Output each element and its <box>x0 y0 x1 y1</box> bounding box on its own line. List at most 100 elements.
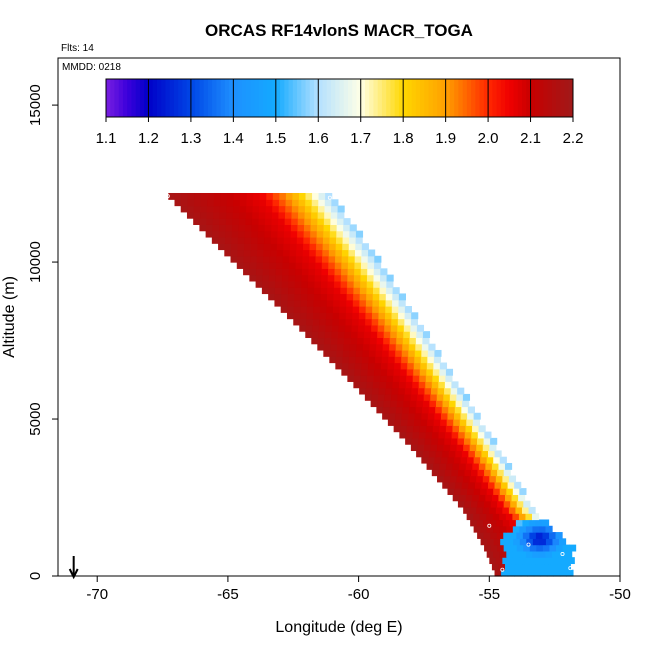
heatmap-cell <box>409 400 417 408</box>
heatmap-cell <box>354 368 362 376</box>
heatmap-cell <box>409 337 417 345</box>
heatmap-cell <box>332 312 340 320</box>
heatmap-cell <box>289 255 297 263</box>
heatmap-cell <box>532 513 540 521</box>
heatmap-cell <box>219 218 227 225</box>
heatmap-cell <box>378 299 387 307</box>
heatmap-cell <box>400 368 408 376</box>
heatmap-cell <box>321 274 329 282</box>
heatmap-cell <box>374 255 382 263</box>
heatmap-cell <box>317 205 326 213</box>
heatmap-cell <box>476 475 484 483</box>
heatmap-cell <box>515 519 524 527</box>
heatmap-cell <box>339 299 347 307</box>
heatmap-cell <box>309 243 317 251</box>
heatmap-cell <box>330 337 339 345</box>
heatmap-cell <box>339 318 347 326</box>
colorbar-swatch <box>301 79 307 117</box>
heatmap-cell <box>361 249 369 257</box>
flight-marker <box>327 195 332 200</box>
heatmap-cell <box>541 557 549 565</box>
heatmap-cell <box>498 563 506 571</box>
heatmap-cell <box>447 412 455 420</box>
colorbar-swatch <box>224 79 230 117</box>
heatmap-cell <box>270 230 279 238</box>
heatmap-cell <box>363 337 371 345</box>
heatmap-cell <box>361 255 369 263</box>
heatmap-cell <box>342 243 350 251</box>
heatmap-cell <box>333 293 341 301</box>
heatmap-cell <box>281 287 289 295</box>
heatmap-cell <box>432 431 440 439</box>
heatmap-cell <box>325 324 333 332</box>
heatmap-cell <box>320 293 328 301</box>
heatmap-cell <box>458 431 466 439</box>
colorbar-swatch <box>547 79 553 117</box>
heatmap-cell <box>345 312 353 320</box>
colorbar-swatch <box>377 79 383 117</box>
heatmap-cell <box>369 343 377 351</box>
colorbar-swatch <box>152 79 158 117</box>
heatmap-cell <box>490 532 498 539</box>
heatmap-cell <box>387 419 396 426</box>
heatmap-cell <box>523 500 531 508</box>
heatmap-cell <box>430 393 438 401</box>
heatmap-cell <box>205 224 214 232</box>
heatmap-cell <box>480 488 488 495</box>
heatmap-cell <box>298 211 306 219</box>
heatmap-cell <box>315 255 323 263</box>
heatmap-cell <box>466 513 474 521</box>
heatmap-cell <box>303 236 311 244</box>
heatmap-cell <box>346 293 354 301</box>
x-tick-label: -70 <box>86 586 108 603</box>
heatmap-cell <box>386 274 394 282</box>
heatmap-cell <box>372 299 380 307</box>
heatmap-cell <box>290 236 298 244</box>
heatmap-cell <box>333 299 341 307</box>
heatmap-cell <box>319 312 327 320</box>
heatmap-cell <box>200 211 208 219</box>
heatmap-cell <box>482 475 490 483</box>
colorbar-tick-label: 1.9 <box>435 130 456 147</box>
colorbar-swatch <box>360 79 366 117</box>
heatmap-cell <box>366 287 374 295</box>
flight-marker <box>560 552 565 557</box>
heatmap-cell <box>431 469 439 477</box>
heatmap-cell <box>289 249 297 257</box>
heatmap-cell <box>224 236 233 244</box>
heatmap-cell <box>286 312 295 320</box>
heatmap-cell <box>511 494 519 502</box>
heatmap-cell <box>263 255 271 263</box>
heatmap-cell <box>360 268 368 276</box>
heatmap-cell <box>489 444 497 452</box>
heatmap-cell <box>346 306 354 313</box>
heatmap-cell <box>252 211 260 219</box>
heatmap-cell <box>409 331 417 339</box>
heatmap-cell <box>245 211 253 219</box>
colorbar-swatch <box>386 79 391 117</box>
heatmap-cell <box>559 538 567 546</box>
heatmap-cell <box>205 230 213 238</box>
heatmap-cell <box>268 287 276 295</box>
colorbar-swatch <box>471 79 476 117</box>
heatmap-cell <box>338 324 346 332</box>
heatmap-cell <box>435 450 443 458</box>
heatmap-cell <box>416 331 424 339</box>
heatmap-cell <box>512 525 520 533</box>
heatmap-cell <box>420 356 428 364</box>
heatmap-cell <box>428 406 436 414</box>
heatmap-cell <box>417 387 426 395</box>
heatmap-cell <box>504 494 513 502</box>
colorbar-swatch <box>212 79 217 117</box>
heatmap-cell <box>291 218 299 225</box>
heatmap-cell <box>519 538 527 546</box>
date-label: MMDD: 0218 <box>62 62 121 73</box>
heatmap-cell <box>383 400 391 408</box>
heatmap-cell <box>450 437 459 445</box>
heatmap-cell <box>472 494 480 502</box>
heatmap-cell <box>377 400 385 408</box>
x-tick-label: -65 <box>217 586 239 603</box>
heatmap-cell <box>335 356 343 364</box>
heatmap-cell <box>542 544 551 552</box>
heatmap-cell <box>344 331 352 339</box>
